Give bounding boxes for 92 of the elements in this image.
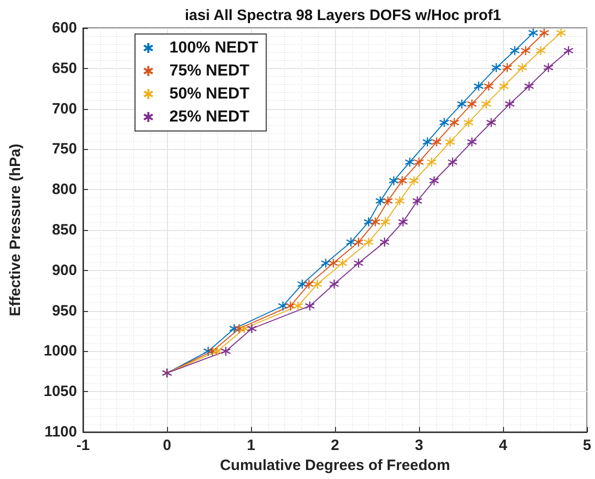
x-tick-label: 1 xyxy=(246,437,256,454)
point xyxy=(429,176,440,186)
point xyxy=(203,346,214,356)
point xyxy=(539,28,550,38)
point xyxy=(337,258,348,268)
x-tick-label: 5 xyxy=(582,437,592,454)
point xyxy=(370,216,380,228)
x-tick-label: 0 xyxy=(162,437,172,454)
point xyxy=(491,62,502,73)
point xyxy=(246,323,257,334)
point xyxy=(212,346,222,356)
point xyxy=(304,279,314,290)
y-tick-label: 1050 xyxy=(44,383,77,400)
legend-label: 50% NEDT xyxy=(169,86,250,102)
point xyxy=(329,279,340,290)
x-tick-label: 3 xyxy=(414,437,424,454)
point xyxy=(292,300,304,312)
y-tick-label: 900 xyxy=(52,262,77,279)
point xyxy=(517,62,528,73)
point xyxy=(484,81,494,92)
point xyxy=(504,98,515,110)
y-tick-label: 800 xyxy=(52,181,77,198)
y-tick-label: 850 xyxy=(52,222,77,238)
y-tick-label: 600 xyxy=(52,20,77,36)
x-tick-label: 2 xyxy=(330,437,340,454)
y-tick-label: 950 xyxy=(52,302,77,320)
legend-label: 100% NEDT xyxy=(169,40,258,56)
point xyxy=(285,300,296,312)
legend-label: 25% NEDT xyxy=(169,108,250,126)
point xyxy=(404,157,415,168)
point xyxy=(466,98,478,110)
point xyxy=(304,300,315,312)
point xyxy=(320,258,331,268)
point xyxy=(408,176,420,186)
point xyxy=(353,258,364,268)
point xyxy=(398,216,408,228)
point xyxy=(520,46,531,56)
point xyxy=(379,237,390,248)
point xyxy=(536,46,546,56)
legend-label: 75% NEDT xyxy=(169,62,250,80)
point xyxy=(556,28,566,38)
point xyxy=(498,81,509,92)
point xyxy=(364,237,374,248)
y-tick-label: 750 xyxy=(52,140,77,158)
point xyxy=(312,279,322,290)
point xyxy=(528,28,538,38)
point xyxy=(543,62,554,73)
y-tick-label: 1000 xyxy=(44,342,77,360)
point xyxy=(444,136,456,148)
y-tick-label: 650 xyxy=(52,60,77,77)
point xyxy=(220,346,231,356)
y-tick-label: 700 xyxy=(52,100,77,118)
point xyxy=(426,157,437,168)
point xyxy=(432,136,442,148)
point xyxy=(239,323,250,334)
point xyxy=(449,117,460,128)
point xyxy=(510,46,520,56)
point xyxy=(382,196,394,206)
point xyxy=(380,216,390,228)
point xyxy=(563,46,574,56)
point xyxy=(466,136,478,148)
point xyxy=(207,346,218,356)
point xyxy=(397,176,408,186)
point xyxy=(474,81,484,92)
point xyxy=(502,62,512,73)
point xyxy=(328,258,338,268)
point xyxy=(364,216,374,228)
point xyxy=(388,176,399,186)
point xyxy=(422,136,432,148)
point xyxy=(439,117,450,128)
x-axis-title: Cumulative Degrees of Freedom xyxy=(220,457,450,474)
x-tick-label: -1 xyxy=(76,437,90,454)
point xyxy=(463,117,474,128)
point xyxy=(394,196,405,206)
point xyxy=(524,81,534,92)
y-tick-label: 1100 xyxy=(44,424,77,440)
point xyxy=(375,196,386,206)
point xyxy=(448,157,458,168)
point xyxy=(278,300,288,312)
point xyxy=(229,323,240,334)
point xyxy=(414,157,424,168)
point xyxy=(481,98,492,110)
point xyxy=(486,117,496,128)
point xyxy=(346,237,356,248)
chart-title: iasi All Spectra 98 Layers DOFS w/Hoc prof1 xyxy=(184,7,502,24)
x-tick-label: 4 xyxy=(498,437,508,454)
point xyxy=(456,98,467,110)
point xyxy=(297,279,308,290)
y-axis-title: Effective Pressure (hPa) xyxy=(7,144,24,316)
point xyxy=(353,237,364,248)
point xyxy=(412,196,422,206)
point xyxy=(234,323,244,334)
